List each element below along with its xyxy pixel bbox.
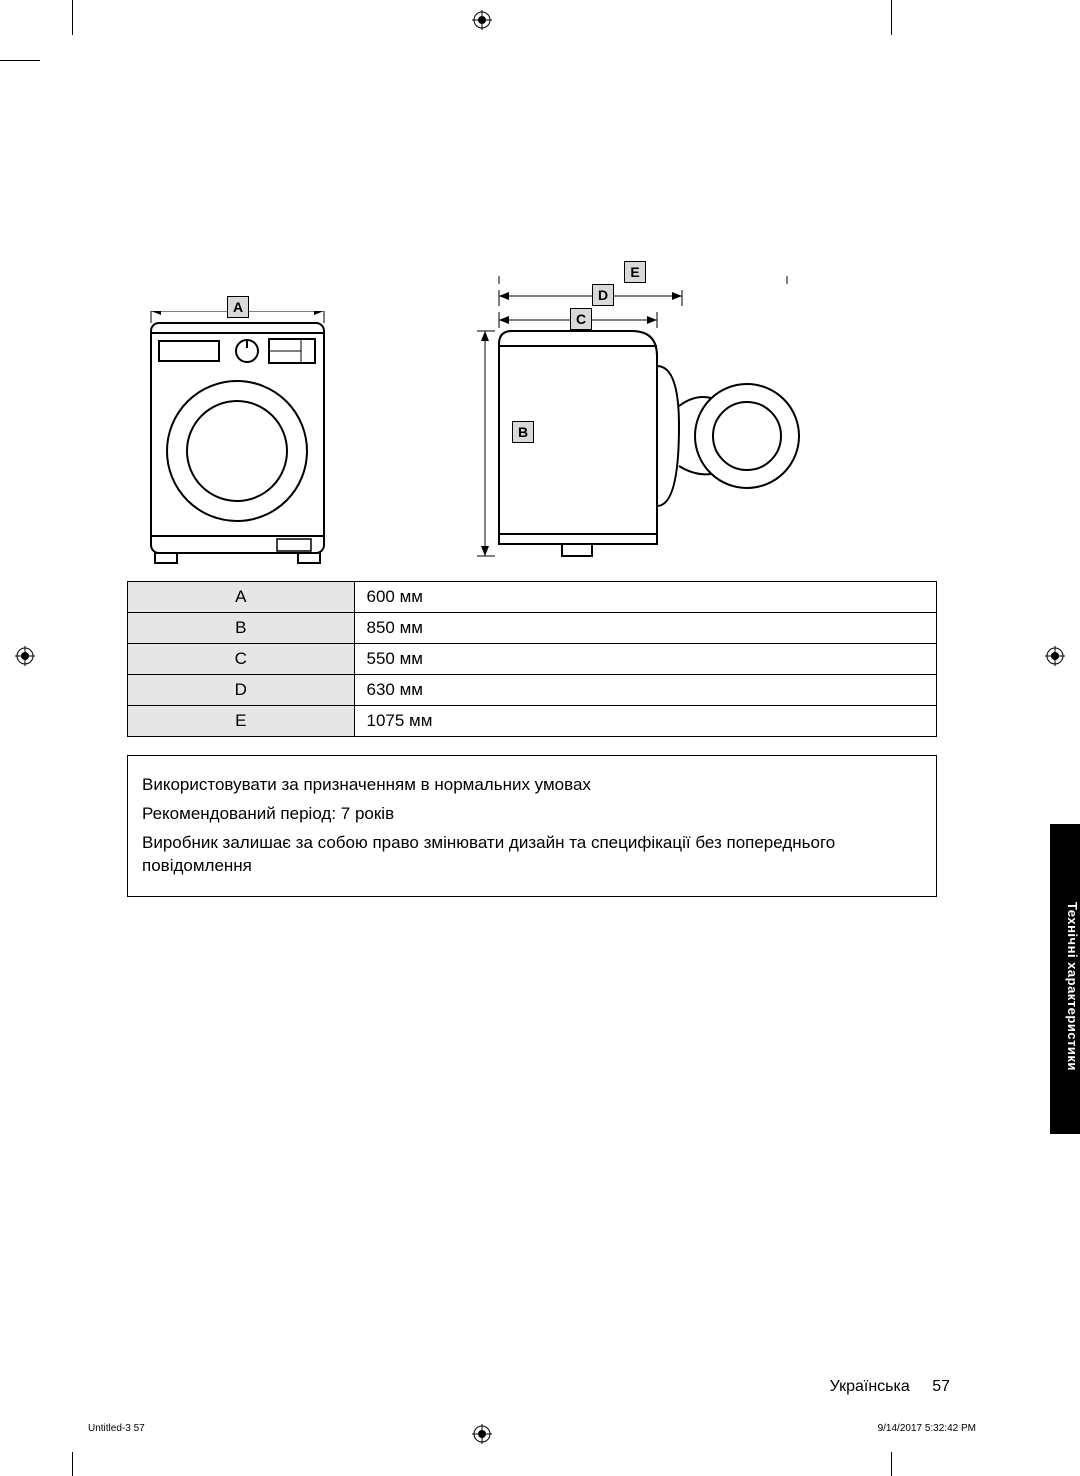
crop-mark — [891, 1452, 892, 1476]
crop-mark — [891, 0, 892, 35]
dim-value: 1075 мм — [354, 706, 936, 737]
registration-mark-top-icon — [472, 10, 492, 30]
dimensions-table: A600 мм B850 мм C550 мм D630 мм E1075 мм — [127, 581, 937, 737]
notice-line: Рекомендований період: 7 років — [142, 803, 922, 826]
page-footer: Українська 57 — [830, 1378, 950, 1396]
dimension-diagram: A B C D E — [127, 256, 937, 571]
footer-timestamp: 9/14/2017 5:32:42 PM — [878, 1423, 976, 1434]
crop-mark — [72, 1452, 73, 1476]
notice-line: Використовувати за призначенням в нормал… — [142, 774, 922, 797]
dim-value: 550 мм — [354, 644, 936, 675]
dim-value: 630 мм — [354, 675, 936, 706]
registration-mark-left-icon — [15, 646, 35, 666]
dim-key: B — [128, 613, 355, 644]
notice-line: Виробник залишає за собою право змінюват… — [142, 832, 922, 878]
registration-mark-right-icon — [1045, 646, 1065, 666]
section-tab: Технічні характеристики — [1050, 824, 1080, 1134]
notice-box: Використовувати за призначенням в нормал… — [127, 755, 937, 897]
crop-mark — [72, 0, 73, 35]
dim-label-c: C — [570, 308, 592, 330]
footer-page-number: 57 — [932, 1378, 950, 1395]
dim-key: D — [128, 675, 355, 706]
dim-label-d: D — [592, 284, 614, 306]
dim-key: E — [128, 706, 355, 737]
dim-label-b: B — [512, 421, 534, 443]
crop-mark — [0, 60, 40, 61]
table-row: B850 мм — [128, 613, 937, 644]
footer-doc-ref: Untitled-3 57 — [88, 1423, 145, 1434]
table-row: D630 мм — [128, 675, 937, 706]
dim-label-a: A — [227, 296, 249, 318]
dim-value: 600 мм — [354, 582, 936, 613]
table-row: A600 мм — [128, 582, 937, 613]
table-row: C550 мм — [128, 644, 937, 675]
registration-mark-bottom-icon — [472, 1424, 492, 1444]
dim-label-e: E — [624, 261, 646, 283]
footer-language: Українська — [830, 1378, 910, 1395]
dim-value: 850 мм — [354, 613, 936, 644]
washer-front-view-icon — [147, 311, 347, 571]
dim-key: C — [128, 644, 355, 675]
table-row: E1075 мм — [128, 706, 937, 737]
page-content: A B C D E A600 мм B850 мм C550 мм D630 м… — [127, 256, 937, 897]
dim-key: A — [128, 582, 355, 613]
